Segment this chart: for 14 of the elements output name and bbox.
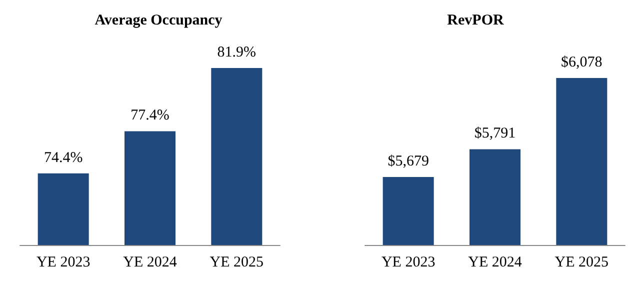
data-label: $5,791 <box>474 126 516 142</box>
data-label: 77.4% <box>130 108 170 124</box>
x-tick-label: YE 2025 <box>554 254 609 270</box>
x-tick-label: YE 2024 <box>123 254 178 270</box>
chart-title: RevPOR <box>447 12 504 28</box>
chart-title: Average Occupancy <box>94 12 223 28</box>
x-tick-label: YE 2024 <box>468 254 522 270</box>
x-tick-label: YE 2023 <box>36 254 90 270</box>
data-label: 81.9% <box>217 44 256 60</box>
data-label: 74.4% <box>44 150 83 166</box>
data-label: $6,078 <box>561 54 602 70</box>
x-tick-label: YE 2023 <box>381 254 436 270</box>
x-tick-label: YE 2025 <box>210 254 264 270</box>
data-label: $5,679 <box>388 154 429 170</box>
